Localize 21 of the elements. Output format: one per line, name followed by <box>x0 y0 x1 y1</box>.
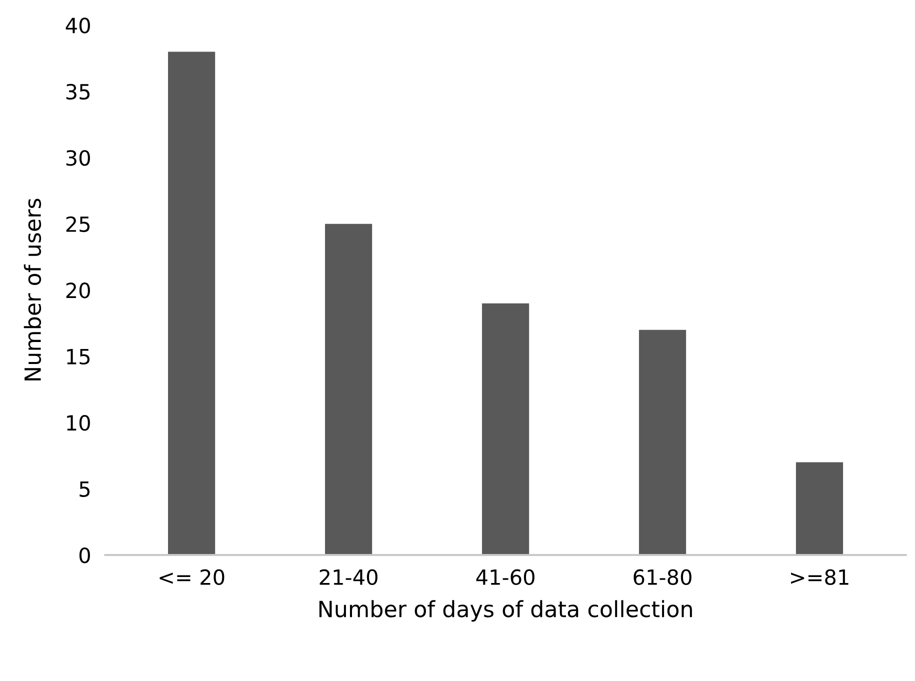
bar <box>325 224 372 556</box>
y-tick-label: 30 <box>66 150 90 166</box>
y-tick-label: 20 <box>66 282 90 298</box>
y-tick-label: 5 <box>80 482 90 497</box>
x-tick-label: 21-40 <box>320 569 378 586</box>
y-tick-label: 0 <box>79 547 90 564</box>
y-tick-label: 15 <box>67 349 90 365</box>
y-tick-label: 40 <box>66 18 90 34</box>
y-tick-label: 10 <box>67 415 90 431</box>
y-axis-title: Number of users <box>24 198 42 380</box>
x-axis-title: Number of days of data collection <box>319 600 692 622</box>
bar <box>638 330 686 556</box>
x-tick-label: <= 20 <box>160 569 224 586</box>
y-tick-label: 35 <box>66 84 90 100</box>
bar <box>796 462 844 556</box>
x-tick-label: >=81 <box>791 569 848 586</box>
x-tick-label: 61-80 <box>634 569 692 586</box>
bar <box>168 52 216 556</box>
y-tick-label: 25 <box>66 216 90 232</box>
bar <box>482 303 530 556</box>
x-tick-label: 41-60 <box>476 569 534 586</box>
